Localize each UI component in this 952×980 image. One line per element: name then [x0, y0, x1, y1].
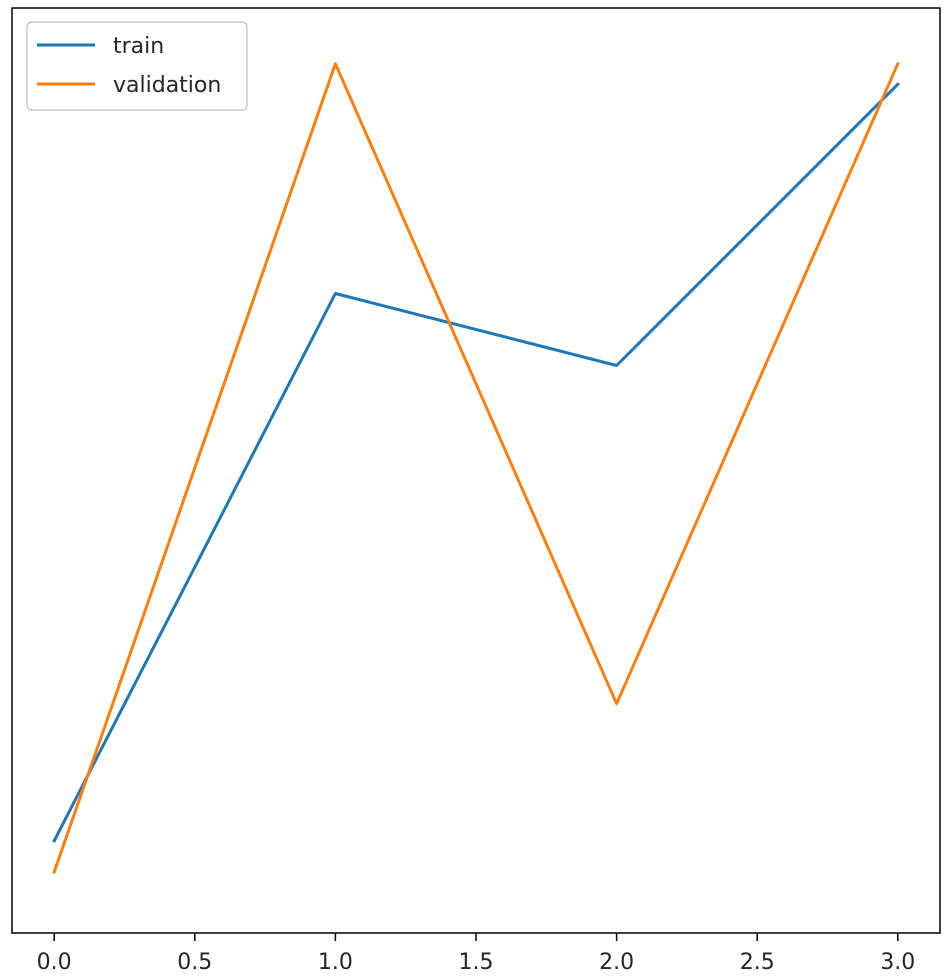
series-layer: [52, 61, 900, 874]
x-tick-label: 2.5: [740, 950, 775, 975]
series-line-train: [52, 82, 900, 843]
x-tick-label: 0.0: [37, 950, 72, 975]
legend: train validation: [26, 21, 248, 111]
x-tick-label: 1.5: [459, 950, 494, 975]
legend-label-validation: validation: [113, 73, 221, 98]
plot-background: [12, 8, 940, 933]
x-axis: 0.0 0.5 1.0 1.5 2.0 2.5 3.0: [37, 933, 915, 975]
legend-label-train: train: [113, 34, 164, 59]
x-tick-label: 1.0: [318, 950, 353, 975]
series-line-validation: [52, 61, 900, 874]
x-tick-label: 0.5: [177, 950, 212, 975]
x-tick-label: 2.0: [599, 950, 634, 975]
x-tick-label: 3.0: [880, 950, 915, 975]
